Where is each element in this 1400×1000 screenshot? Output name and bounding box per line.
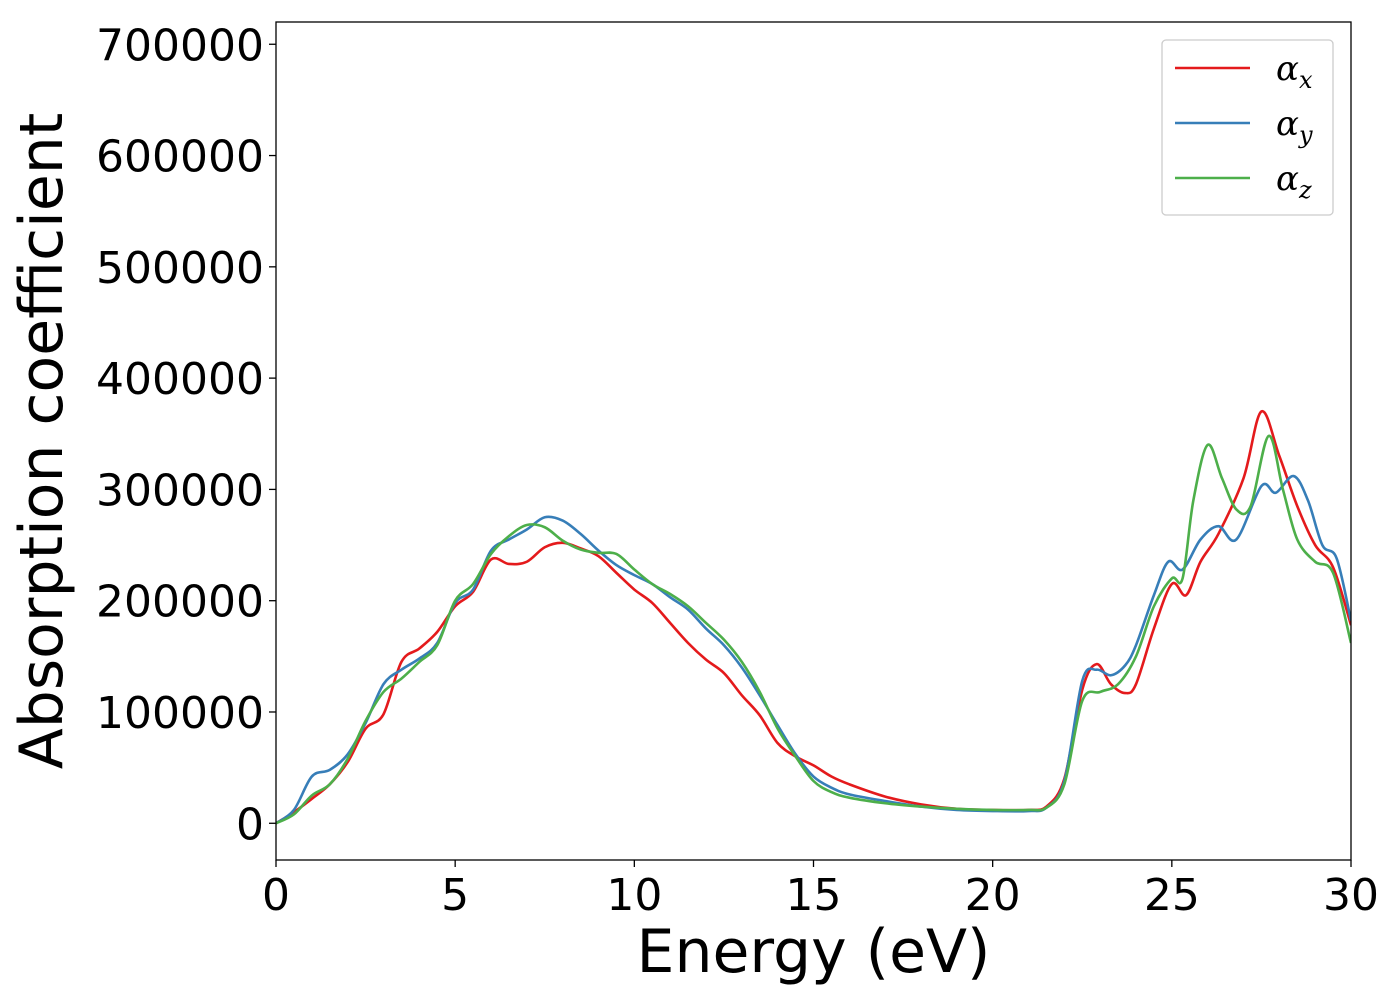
series-layer bbox=[276, 410, 1351, 825]
x-tick-label: 10 bbox=[606, 870, 662, 921]
y-tick-label: 400000 bbox=[96, 354, 264, 405]
y-tick-label: 0 bbox=[236, 799, 264, 850]
y-tick-label: 100000 bbox=[96, 688, 264, 739]
x-tick-label: 0 bbox=[262, 870, 290, 921]
legend-label-alpha-z: αz bbox=[1276, 159, 1312, 204]
x-tick-label: 25 bbox=[1144, 870, 1200, 921]
x-axis-title: Energy (eV) bbox=[637, 917, 991, 987]
y-tick-label: 500000 bbox=[96, 243, 264, 294]
plot-frame bbox=[275, 21, 1352, 861]
y-axis-title: Absorption coefficient bbox=[7, 113, 77, 770]
y-tick-label: 200000 bbox=[96, 577, 264, 628]
y-tick-label: 700000 bbox=[96, 20, 264, 71]
x-tick-label: 20 bbox=[965, 870, 1021, 921]
legend: αx αy αz bbox=[1161, 39, 1334, 216]
x-tick-label: 5 bbox=[441, 870, 469, 921]
ticks-layer: 0 5 10 15 20 25 30 0 100000 200000 300000 400000 500… bbox=[96, 20, 1379, 921]
legend-label-alpha-y: αy bbox=[1276, 104, 1313, 149]
series-line-alpha-z bbox=[276, 434, 1351, 825]
legend-box bbox=[1161, 39, 1334, 216]
series-line-alpha-x bbox=[276, 410, 1351, 825]
x-tick-label: 30 bbox=[1323, 870, 1379, 921]
legend-label-alpha-x: αx bbox=[1276, 49, 1313, 94]
y-tick-label: 600000 bbox=[96, 132, 264, 183]
y-tick-label: 300000 bbox=[96, 465, 264, 516]
x-tick-label: 15 bbox=[786, 870, 842, 921]
